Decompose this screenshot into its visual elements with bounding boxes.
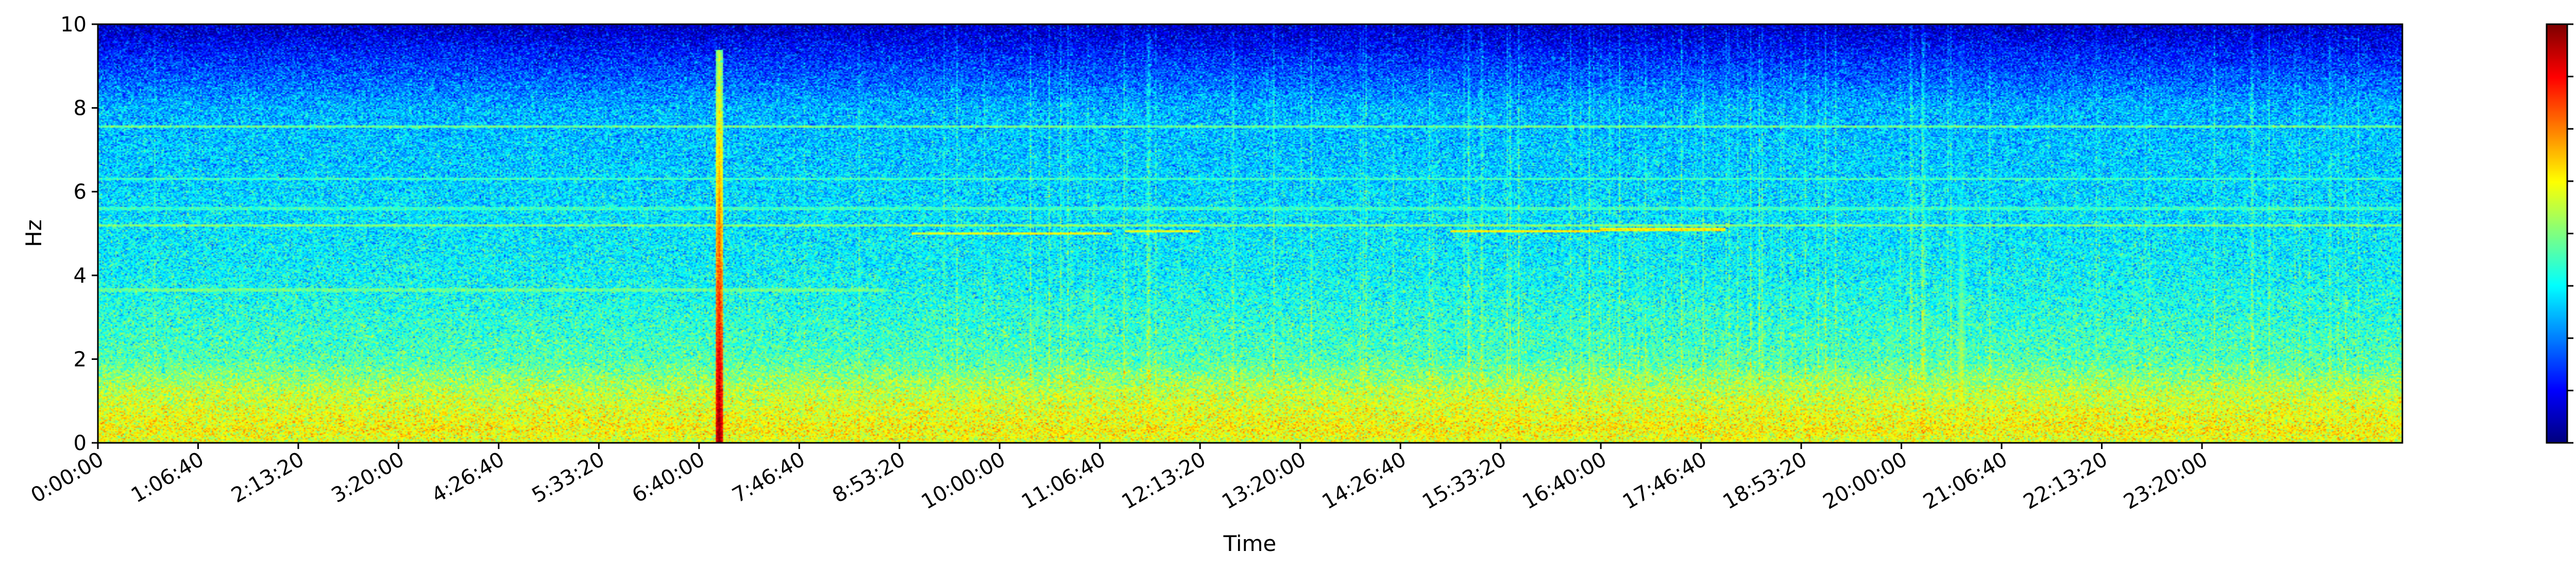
y-tick-label: 0 bbox=[74, 432, 87, 455]
y-tick-label: 6 bbox=[74, 180, 87, 204]
plot-area bbox=[97, 23, 2403, 444]
colorbar-gradient bbox=[2547, 24, 2567, 443]
x-axis-title: Time bbox=[1223, 531, 1277, 556]
y-tick-label: 10 bbox=[60, 13, 87, 37]
plot-frame bbox=[97, 23, 2403, 444]
y-tick-label: 2 bbox=[74, 348, 87, 371]
spectrogram-image bbox=[98, 24, 2402, 443]
colorbar-ticks: +0 dB-10 dB-20 dB-30 dB-40 dB-50 dB-60 d… bbox=[2567, 23, 2573, 444]
y-axis: 0 2 4 6 8 10 bbox=[60, 13, 98, 455]
y-tick-label: 4 bbox=[74, 264, 87, 288]
colorbar: +0 dB-10 dB-20 dB-30 dB-40 dB-50 dB-60 d… bbox=[2546, 23, 2573, 444]
y-tick-label: 8 bbox=[74, 97, 87, 120]
y-axis-title: Hz bbox=[21, 219, 46, 247]
